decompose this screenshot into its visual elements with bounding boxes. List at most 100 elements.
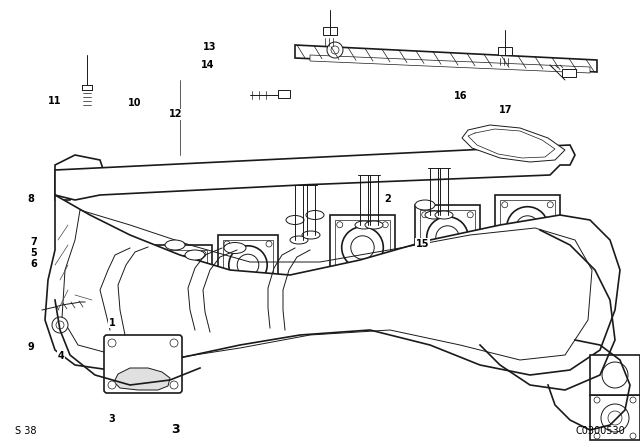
Circle shape: [266, 283, 272, 289]
Circle shape: [547, 202, 553, 208]
Circle shape: [237, 254, 259, 276]
Bar: [330, 215, 395, 280]
Text: 8: 8: [28, 194, 34, 204]
Circle shape: [594, 397, 600, 403]
Ellipse shape: [290, 236, 308, 244]
Circle shape: [594, 433, 600, 439]
Ellipse shape: [306, 211, 324, 220]
Circle shape: [88, 271, 94, 277]
Ellipse shape: [435, 211, 453, 219]
Circle shape: [170, 339, 178, 347]
Text: 6: 6: [30, 259, 36, 269]
Circle shape: [422, 257, 428, 263]
Circle shape: [93, 276, 133, 316]
Text: 1: 1: [109, 318, 115, 327]
Circle shape: [342, 227, 383, 268]
Text: 2: 2: [384, 194, 390, 204]
Bar: [500, 200, 555, 255]
Circle shape: [502, 247, 508, 253]
Circle shape: [630, 433, 636, 439]
FancyBboxPatch shape: [104, 335, 182, 393]
Polygon shape: [55, 145, 575, 200]
Bar: [590, 395, 640, 440]
Polygon shape: [310, 55, 590, 73]
Ellipse shape: [365, 221, 383, 229]
Circle shape: [331, 46, 339, 54]
Text: 16: 16: [454, 91, 468, 101]
Text: 15: 15: [415, 239, 429, 249]
Circle shape: [351, 236, 374, 259]
Circle shape: [132, 314, 138, 321]
Text: 14: 14: [201, 60, 215, 70]
Circle shape: [108, 339, 116, 347]
Bar: [152, 245, 212, 305]
Text: C0300530: C0300530: [575, 426, 625, 436]
Bar: [415, 205, 480, 270]
Bar: [498, 47, 512, 55]
Polygon shape: [45, 195, 620, 375]
Circle shape: [630, 397, 636, 403]
Ellipse shape: [185, 250, 205, 260]
Ellipse shape: [415, 200, 435, 210]
Circle shape: [337, 267, 343, 273]
Text: 7: 7: [30, 237, 36, 247]
Text: S 38: S 38: [15, 426, 36, 436]
Circle shape: [436, 226, 460, 249]
Ellipse shape: [224, 242, 246, 254]
Circle shape: [467, 257, 473, 263]
Circle shape: [427, 217, 468, 258]
Bar: [420, 210, 475, 265]
Circle shape: [170, 381, 178, 389]
Circle shape: [516, 216, 540, 239]
Text: 17: 17: [499, 105, 513, 115]
Text: 4: 4: [58, 351, 64, 361]
Polygon shape: [462, 125, 565, 162]
Ellipse shape: [165, 240, 185, 250]
Bar: [223, 240, 273, 290]
Bar: [278, 90, 290, 98]
Circle shape: [382, 222, 388, 228]
Circle shape: [88, 314, 94, 321]
Ellipse shape: [302, 231, 320, 239]
Text: 5: 5: [30, 248, 36, 258]
Polygon shape: [55, 155, 105, 200]
Text: 3: 3: [109, 414, 115, 424]
Circle shape: [200, 251, 206, 257]
Circle shape: [163, 256, 201, 294]
Circle shape: [467, 212, 473, 218]
Bar: [157, 250, 207, 300]
Circle shape: [422, 212, 428, 218]
Text: 11: 11: [47, 96, 61, 106]
Circle shape: [132, 271, 138, 277]
Circle shape: [337, 222, 343, 228]
Circle shape: [608, 411, 622, 425]
Circle shape: [200, 293, 206, 299]
Text: 12: 12: [169, 109, 183, 119]
Circle shape: [158, 251, 164, 257]
Polygon shape: [114, 368, 170, 390]
Circle shape: [547, 247, 553, 253]
Circle shape: [56, 321, 64, 329]
Circle shape: [52, 317, 68, 333]
Circle shape: [601, 404, 629, 432]
Bar: [87, 270, 139, 322]
Bar: [495, 195, 560, 260]
Bar: [82, 265, 144, 327]
Circle shape: [382, 267, 388, 273]
Circle shape: [502, 202, 508, 208]
Bar: [323, 27, 337, 35]
Ellipse shape: [425, 211, 443, 219]
Circle shape: [158, 293, 164, 299]
Circle shape: [327, 42, 343, 58]
Ellipse shape: [355, 221, 373, 229]
Bar: [335, 220, 390, 275]
Ellipse shape: [286, 215, 304, 224]
Circle shape: [229, 246, 268, 284]
Text: 13: 13: [203, 42, 217, 52]
Text: 3: 3: [171, 423, 179, 436]
Circle shape: [172, 264, 193, 286]
Circle shape: [108, 381, 116, 389]
Circle shape: [75, 170, 85, 180]
Circle shape: [224, 283, 230, 289]
Bar: [590, 355, 640, 395]
